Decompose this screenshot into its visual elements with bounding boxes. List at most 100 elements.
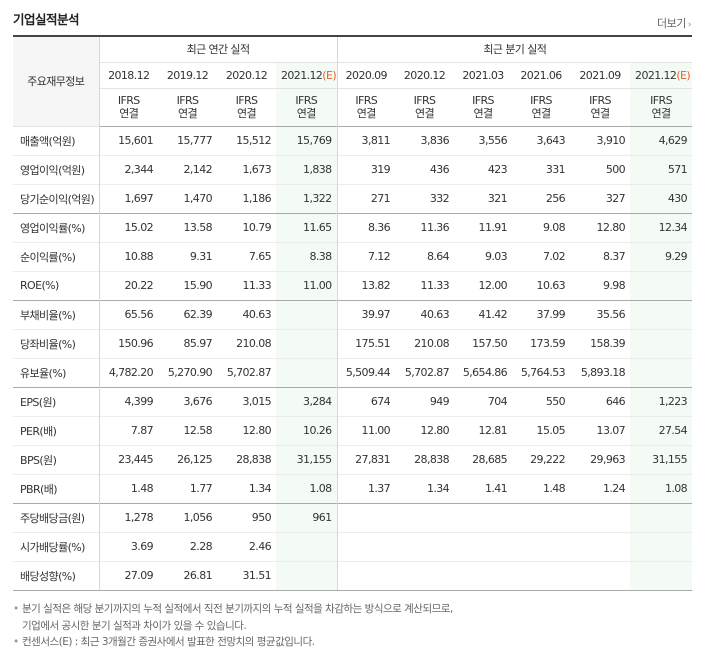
table-cell: 40.63 <box>395 299 455 329</box>
table-cell: 1.34 <box>395 473 455 503</box>
ifrs-top-label: IFRS <box>176 94 199 107</box>
table-cell: 704 <box>454 386 513 416</box>
table-cell: 8.64 <box>395 241 455 271</box>
table-cell <box>395 531 455 561</box>
table-cell: 12.00 <box>454 270 513 300</box>
table-cell: 27.09 <box>99 560 158 591</box>
table-cell: 1.08 <box>630 473 693 503</box>
table-cell: 7.65 <box>217 241 276 271</box>
table-cell <box>276 531 338 561</box>
section-title: 기업실적분석 <box>13 12 80 27</box>
table-cell <box>395 560 455 591</box>
table-row: 시가배당률(%) 3.69 2.28 2.46 <box>13 531 693 561</box>
ifrs-top-label: IFRS <box>530 94 552 107</box>
table-cell: 1,697 <box>99 183 158 213</box>
table-cell: 9.98 <box>570 270 631 300</box>
table-cell: 3,015 <box>217 386 276 416</box>
table-cell: 271 <box>336 183 396 213</box>
table-cell: 1,056 <box>158 502 217 532</box>
table-cell: 1,186 <box>217 183 276 213</box>
table-cell <box>630 531 693 561</box>
table-cell: 31,155 <box>630 444 693 474</box>
table-cell: 327 <box>570 183 631 213</box>
table-cell: 3.69 <box>99 531 158 561</box>
ifrs-bottom-label: 연결 <box>473 107 494 120</box>
table-cell: 3,556 <box>454 125 513 155</box>
annual-group-header: 최근 연간 실적 <box>99 35 338 63</box>
table-cell: 26,125 <box>158 444 217 474</box>
table-cell: 15,777 <box>158 125 217 155</box>
row-label: 순이익률(%) <box>13 241 100 271</box>
table-cell: 11.91 <box>454 212 513 242</box>
row-label: 영업이익(억원) <box>13 154 100 184</box>
table-cell <box>512 531 571 561</box>
table-cell: 10.26 <box>276 415 338 445</box>
table-row: EPS(원) 4,399 3,676 3,015 3,284 674 949 704 550 64… <box>13 386 693 416</box>
table-cell: 961 <box>276 502 338 532</box>
table-cell: 1,278 <box>99 502 158 532</box>
row-label: ROE(%) <box>13 270 100 300</box>
table-cell: 1.37 <box>336 473 396 503</box>
table-cell: 436 <box>395 154 455 184</box>
ifrs-top-label: IFRS <box>355 94 378 107</box>
table-cell: 31,155 <box>276 444 338 474</box>
ifrs-bottom-label: 연결 <box>651 107 672 120</box>
table-cell: 65.56 <box>99 299 158 329</box>
ifrs-label: IFRS 연결 <box>395 88 455 126</box>
table-cell: 1,470 <box>158 183 217 213</box>
row-label: EPS(원) <box>13 386 100 416</box>
table-cell: 331 <box>512 154 571 184</box>
table-cell: 674 <box>336 386 396 416</box>
table-cell: 1.08 <box>276 473 338 503</box>
table-cell: 29,222 <box>512 444 571 474</box>
table-cell: 12.58 <box>158 415 217 445</box>
table-cell: 20.22 <box>99 270 158 300</box>
table-cell: 8.36 <box>336 212 396 242</box>
ifrs-bottom-label: 연결 <box>236 107 257 120</box>
table-cell: 3,284 <box>276 386 338 416</box>
table-cell: 8.38 <box>276 241 338 271</box>
period-header: 2021.03 <box>454 62 513 89</box>
table-cell: 3,836 <box>395 125 455 155</box>
table-cell: 27.54 <box>630 415 693 445</box>
table-row: PBR(배) 1.48 1.77 1.34 1.08 1.37 1.34 1.41 1.48 1.… <box>13 473 693 503</box>
table-cell: 12.80 <box>570 212 631 242</box>
ifrs-label: IFRS 연결 <box>336 88 396 126</box>
table-cell: 12.80 <box>395 415 455 445</box>
table-cell: 3,676 <box>158 386 217 416</box>
table-cell: 949 <box>395 386 455 416</box>
table-row: BPS(원) 23,445 26,125 28,838 31,155 27,831 28,8… <box>13 444 693 474</box>
table-cell: 550 <box>512 386 571 416</box>
table-cell: 430 <box>630 183 693 213</box>
table-cell: 7.02 <box>512 241 571 271</box>
table-cell: 1,838 <box>276 154 338 184</box>
row-label: 배당성향(%) <box>13 560 100 591</box>
table-cell: 27,831 <box>336 444 396 474</box>
table-cell <box>570 531 631 561</box>
quarter-group-header: 최근 분기 실적 <box>336 35 693 63</box>
table-cell: 173.59 <box>512 328 571 358</box>
table-cell: 23,445 <box>99 444 158 474</box>
table-cell: 3,811 <box>336 125 396 155</box>
row-label: 당좌비율(%) <box>13 328 100 358</box>
table-cell: 28,838 <box>217 444 276 474</box>
table-row: ROE(%) 20.22 15.90 11.33 11.00 13.82 11.33 12.0… <box>13 270 693 300</box>
table-cell <box>512 502 571 532</box>
estimate-mark: (E) <box>676 68 691 82</box>
table-cell <box>630 357 693 387</box>
table-cell <box>276 357 338 387</box>
more-link[interactable]: 더보기 › <box>657 15 692 31</box>
footnotes: • 분기 실적은 해당 분기까지의 누적 실적에서 직전 분기까지의 누적 실적을… <box>13 601 453 651</box>
table-cell: 1.48 <box>512 473 571 503</box>
footnote-1: • 분기 실적은 해당 분기까지의 누적 실적에서 직전 분기까지의 누적 실적을… <box>13 601 453 618</box>
ifrs-label: IFRS 연결 <box>217 88 276 126</box>
table-cell: 12.34 <box>630 212 693 242</box>
table-cell: 500 <box>570 154 631 184</box>
table-cell: 5,654.86 <box>454 357 513 387</box>
ifrs-label: IFRS 연결 <box>512 88 571 126</box>
table-cell: 210.08 <box>395 328 455 358</box>
table-cell: 332 <box>395 183 455 213</box>
period-header: 2020.12 <box>395 62 455 89</box>
table-cell: 1.34 <box>217 473 276 503</box>
table-cell: 28,685 <box>454 444 513 474</box>
